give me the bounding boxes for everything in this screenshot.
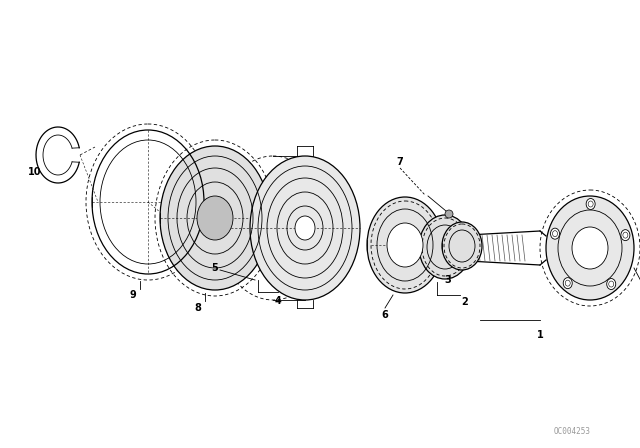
Text: 5: 5 [211, 263, 218, 273]
Ellipse shape [550, 228, 559, 239]
Ellipse shape [563, 278, 572, 289]
Ellipse shape [572, 227, 608, 269]
Text: 2: 2 [461, 297, 468, 307]
Text: 7: 7 [397, 157, 403, 167]
Text: 6: 6 [381, 310, 388, 320]
Ellipse shape [445, 210, 453, 218]
Ellipse shape [586, 198, 595, 210]
Ellipse shape [160, 146, 270, 290]
Ellipse shape [387, 223, 423, 267]
Ellipse shape [607, 279, 616, 289]
Ellipse shape [295, 216, 315, 240]
Ellipse shape [197, 196, 233, 240]
Ellipse shape [250, 156, 360, 300]
Ellipse shape [621, 230, 630, 241]
Text: 9: 9 [130, 290, 136, 300]
Ellipse shape [546, 196, 634, 300]
Ellipse shape [419, 215, 471, 279]
Ellipse shape [442, 222, 482, 270]
Text: 3: 3 [445, 275, 451, 285]
Text: 10: 10 [28, 167, 42, 177]
Ellipse shape [367, 197, 443, 293]
Text: 1: 1 [536, 330, 543, 340]
Text: OC004253: OC004253 [554, 427, 591, 436]
Text: 4: 4 [275, 296, 282, 306]
Text: 8: 8 [195, 303, 202, 313]
